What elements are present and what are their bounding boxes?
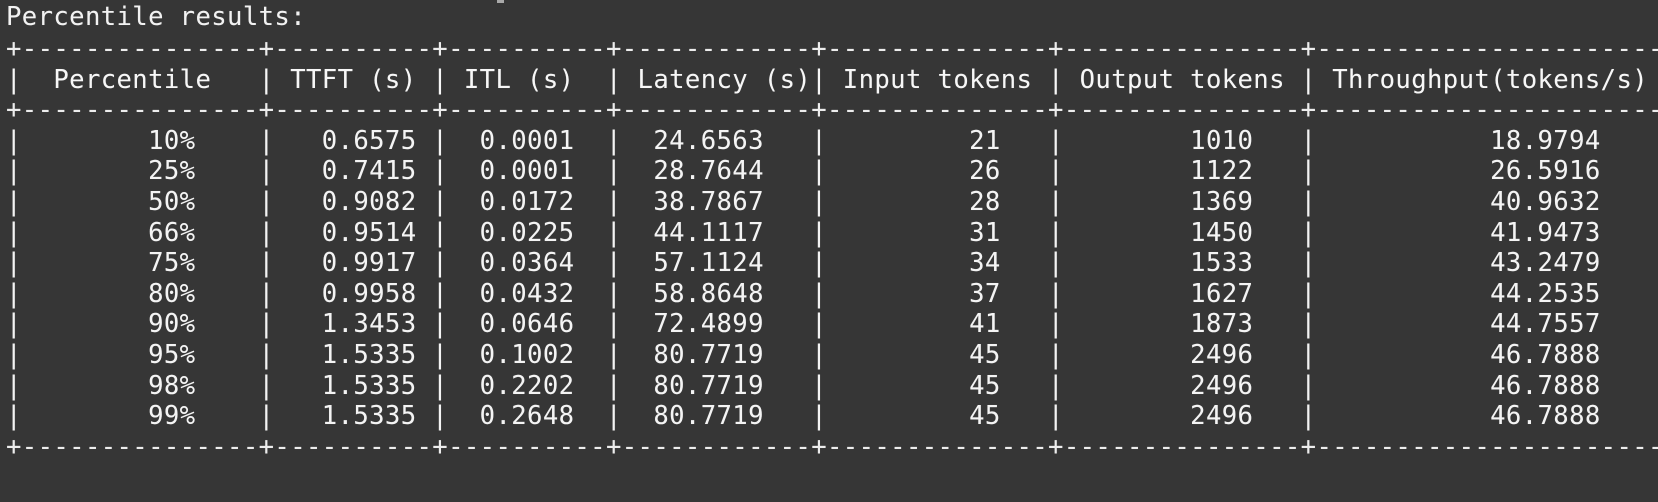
table-bottom-border: +---------------+----------+----------+-… [6,431,1658,462]
table-row: | 50% | 0.9082 | 0.0172 | 38.7867 | 28 |… [6,186,1658,217]
table-row: | 90% | 1.3453 | 0.0646 | 72.4899 | 41 |… [6,309,1658,340]
table-header-separator: +---------------+----------+----------+-… [6,95,1658,126]
table-body: | 10% | 0.6575 | 0.0001 | 24.6563 | 21 |… [0,126,1658,432]
table-header-row: | Percentile | TTFT (s) | ITL (s) | Late… [6,64,1658,95]
table-row: | 98% | 1.5335 | 0.2202 | 80.7719 | 45 |… [6,370,1658,401]
table-row: | 99% | 1.5335 | 0.2648 | 80.7719 | 45 |… [6,401,1658,432]
table-row: | 66% | 0.9514 | 0.0225 | 44.1117 | 31 |… [6,217,1658,248]
table-top-border: +---------------+----------+----------+-… [6,34,1658,64]
table-row: | 95% | 1.5335 | 0.1002 | 80.7719 | 45 |… [6,339,1658,370]
scrolled-line-remnant [497,0,504,3]
table-row: | 80% | 0.9958 | 0.0432 | 58.8648 | 37 |… [6,278,1658,309]
table-row: | 10% | 0.6575 | 0.0001 | 24.6563 | 21 |… [6,125,1658,156]
percentile-results-heading: Percentile results: [6,2,306,32]
table-row: | 75% | 0.9917 | 0.0364 | 57.1124 | 34 |… [6,248,1658,279]
table-row: | 25% | 0.7415 | 0.0001 | 28.7644 | 26 |… [6,156,1658,187]
